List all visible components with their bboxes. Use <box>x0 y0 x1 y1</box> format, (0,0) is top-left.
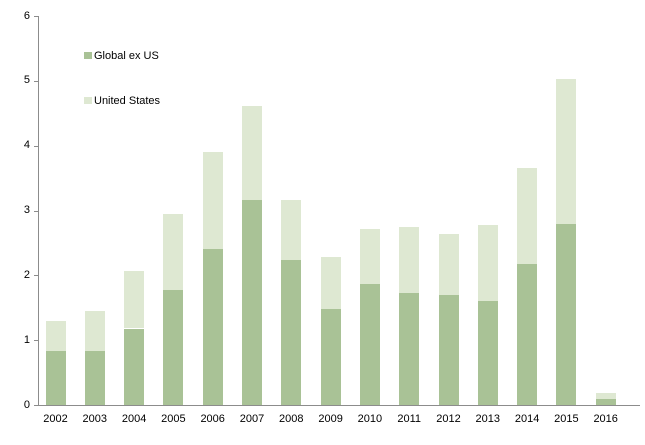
y-axis-tick <box>34 340 38 342</box>
bar-segment-global-ex-us <box>242 200 262 405</box>
x-tick-label: 2005 <box>161 413 186 425</box>
bar-segment-global-ex-us <box>477 300 498 405</box>
y-tick-label: 2 <box>23 268 30 281</box>
bar-segment-united-states <box>438 233 459 295</box>
y-tick-label: 0 <box>23 398 30 411</box>
x-tick-label: 2009 <box>318 413 343 425</box>
bar-segment-united-states <box>556 78 577 225</box>
bar-segment-global-ex-us <box>281 259 302 405</box>
y-axis-tick <box>34 145 38 147</box>
x-tick-label: 2004 <box>121 413 147 425</box>
legend-swatch-united-states <box>84 97 92 104</box>
x-tick-label: 2008 <box>279 413 304 425</box>
bar-segment-global-ex-us <box>202 248 223 405</box>
bar-segment-global-ex-us <box>163 290 184 405</box>
bar-segment-global-ex-us <box>359 283 380 405</box>
x-tick-label: 2010 <box>357 413 383 425</box>
bar-segment-united-states <box>517 167 538 264</box>
bar-segment-united-states <box>359 229 380 284</box>
bar-segment-global-ex-us <box>399 292 420 405</box>
y-tick-label: 5 <box>23 74 30 87</box>
y-axis-tick <box>34 405 38 406</box>
x-tick-label: 2007 <box>239 413 265 425</box>
bar-segment-united-states <box>124 271 145 329</box>
x-tick-label: 2016 <box>593 413 618 425</box>
bar-segment-global-ex-us <box>124 328 145 405</box>
y-axis-tick <box>34 210 38 212</box>
x-tick-label: 2012 <box>436 413 461 425</box>
x-tick-label: 2015 <box>554 413 579 425</box>
bar-segment-united-states <box>320 256 341 309</box>
y-tick-label: 4 <box>23 139 30 152</box>
bar-segment-united-states <box>84 311 105 351</box>
legend-item-united-states: United States <box>84 94 160 107</box>
bar-segment-united-states <box>242 106 262 201</box>
y-tick-label: 1 <box>23 333 30 346</box>
y-axis-tick <box>34 275 38 277</box>
y-axis-tick <box>34 16 38 17</box>
x-tick-label: 2011 <box>397 413 422 425</box>
bar-segment-united-states <box>399 226 420 293</box>
x-axis-line <box>38 405 640 406</box>
legend-item-global-ex-us: Global ex US <box>84 49 159 62</box>
legend-swatch-global-ex-us <box>84 52 92 59</box>
bar-segment-global-ex-us <box>556 224 577 405</box>
x-tick-label: 2013 <box>475 413 501 425</box>
bar-segment-global-ex-us <box>320 309 341 405</box>
x-tick-label: 2002 <box>43 413 68 425</box>
bar-segment-united-states <box>163 214 184 291</box>
bar-segment-global-ex-us <box>595 399 616 405</box>
bar-segment-united-states <box>202 151 223 249</box>
bar-segment-global-ex-us <box>517 263 538 405</box>
bar-segment-global-ex-us <box>45 351 66 405</box>
bar-segment-united-states <box>595 393 616 400</box>
bar-segment-global-ex-us <box>84 350 105 405</box>
x-tick-label: 2003 <box>82 413 108 425</box>
legend-label-global-ex-us: Global ex US <box>94 49 159 62</box>
bar-segment-united-states <box>477 224 498 301</box>
bar-segment-united-states <box>281 199 302 260</box>
y-tick-label: 6 <box>23 9 30 22</box>
legend-label-united-states: United States <box>94 94 161 107</box>
y-tick-label: 3 <box>23 204 30 216</box>
bar-segment-united-states <box>45 320 66 352</box>
x-tick-label: 2014 <box>514 413 540 425</box>
bar-segment-global-ex-us <box>438 294 459 405</box>
y-axis-line <box>38 16 39 406</box>
x-tick-label: 2006 <box>200 413 225 425</box>
y-axis-tick <box>34 80 38 82</box>
